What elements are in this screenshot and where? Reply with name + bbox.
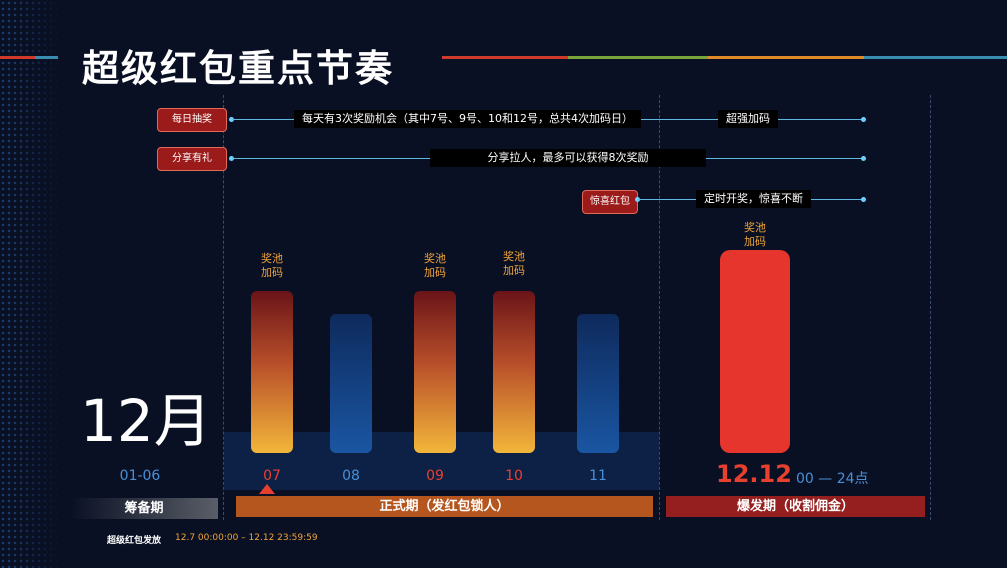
label-daily-end: 超强加码 (718, 110, 778, 128)
date-09: 09 (426, 468, 444, 484)
phase-prep: 筹备期 (70, 498, 218, 519)
footer-time: 12.7 00:00:00 – 12.12 23:59:59 (175, 533, 318, 543)
bonus-note-07: 奖池 加码 (261, 252, 283, 279)
header-line-orange (708, 56, 864, 59)
bar-day-08 (330, 314, 372, 453)
bar-day-11 (577, 314, 619, 453)
header-line-green (568, 56, 708, 59)
bar-day-07 (251, 291, 293, 453)
timeline-dot (229, 156, 234, 161)
divider-end (930, 95, 931, 520)
bonus-note-09: 奖池 加码 (424, 252, 446, 279)
label-share: 分享拉人，最多可以获得8次奖励 (430, 149, 706, 167)
bar-day-12 (720, 250, 790, 453)
header-line-blue (864, 56, 1007, 59)
timeline-dot (229, 117, 234, 122)
bar-day-10 (493, 291, 535, 453)
timeline-dot (861, 197, 866, 202)
bonus-note-10: 奖池 加码 (503, 250, 525, 277)
divider-prep-formal (223, 95, 224, 520)
header-line-red (442, 56, 568, 59)
date-11: 11 (589, 468, 607, 484)
date-12-hours: 00 — 24点 (796, 471, 869, 487)
timeline-dot (861, 117, 866, 122)
divider-formal-burst (659, 95, 660, 520)
tag-surprise-redpacket: 惊喜红包 (582, 190, 638, 214)
header-line-left (0, 56, 58, 59)
date-12: 12.12 (716, 460, 792, 488)
bar-day-09 (414, 291, 456, 453)
tag-share-gift: 分享有礼 (157, 147, 227, 171)
date-10: 10 (505, 468, 523, 484)
date-07: 07 (263, 468, 281, 484)
timeline-dot (635, 197, 640, 202)
tag-daily-draw: 每日抽奖 (157, 108, 227, 132)
date-prep: 01-06 (119, 468, 161, 484)
footer-label: 超级红包发放 (107, 536, 162, 546)
phase-formal: 正式期（发红包锁人） (236, 496, 653, 517)
label-daily: 每天有3次奖励机会（其中7号、9号、10和12号，总共4次加码日） (294, 110, 641, 128)
month-label: 12月 (80, 387, 212, 455)
date-08: 08 (342, 468, 360, 484)
timeline-dot (861, 156, 866, 161)
phase-burst: 爆发期（收割佣金） (666, 496, 925, 517)
current-day-marker (259, 484, 275, 494)
label-surprise: 定时开奖，惊喜不断 (696, 190, 811, 208)
bonus-note-12: 奖池 加码 (744, 221, 766, 248)
page-title: 超级红包重点节奏 (82, 47, 394, 90)
dot-pattern-decoration (0, 0, 60, 568)
